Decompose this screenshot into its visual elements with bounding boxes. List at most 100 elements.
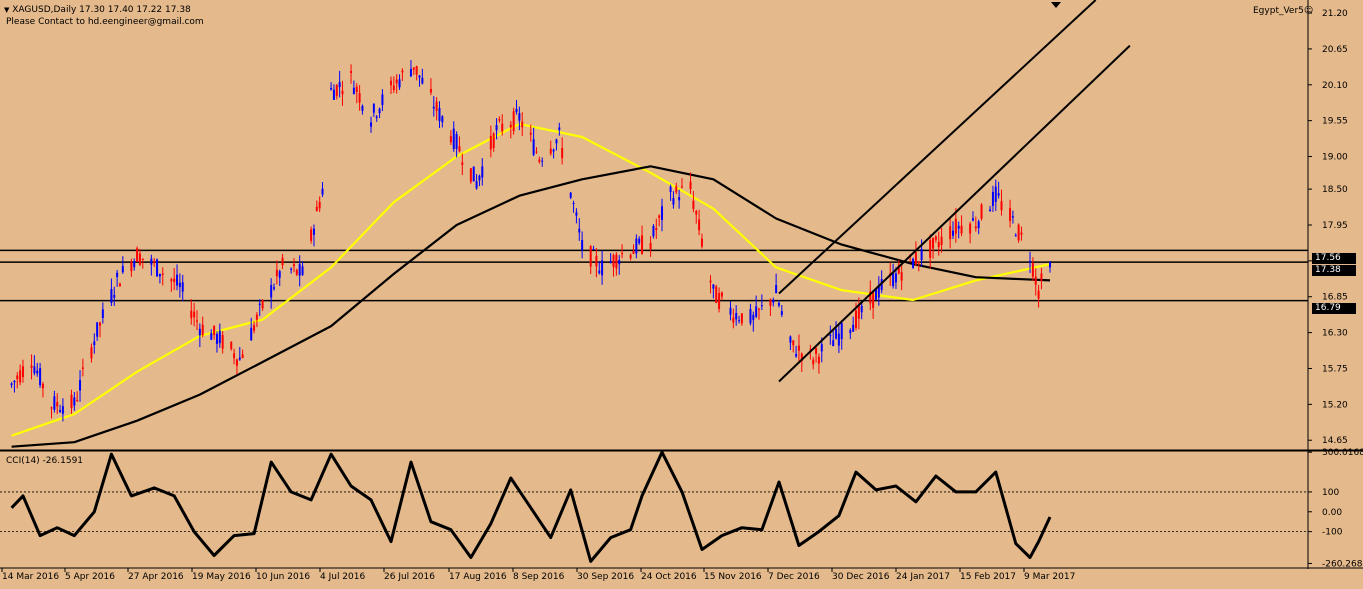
candle-body-187 [755,306,758,317]
candle-body-34 [141,258,144,260]
candle-body-178 [718,292,721,309]
collapse-arrow-icon[interactable]: ▼ [4,6,10,14]
candle-body-117 [475,181,478,189]
candle-body-135 [549,148,552,154]
candle-body-248 [997,193,1000,196]
candle-body-167 [675,186,678,193]
time-tick-label-13: 30 Dec 2016 [832,572,890,582]
candle-body-74 [301,266,304,275]
candle-body-31 [133,261,136,268]
candle-body-138 [558,127,561,130]
candle-body-185 [749,309,752,324]
time-tick-label-6: 26 Jul 2016 [384,572,435,582]
time-tick-label-14: 24 Jan 2017 [896,572,950,582]
cci-tick-label-1: 100 [1322,488,1339,498]
candle-body-91 [372,104,375,113]
candle-body-242 [974,226,977,229]
candle-body-32 [136,248,139,262]
candle-body-92 [375,116,378,118]
candle-body-41 [173,278,176,283]
symbol-header: ▼ XAGUSD,Daily 17.30 17.40 17.22 17.38 [4,5,191,16]
candle-body-232 [934,236,937,240]
candle-body-228 [917,261,920,264]
candle-body-164 [661,206,664,220]
candle-body-260 [1049,262,1051,268]
candle-body-254 [1020,232,1023,235]
candle-body-194 [780,311,783,315]
candle-body-116 [472,166,475,182]
candle-body-129 [521,121,524,128]
candle-body-126 [512,111,515,132]
candle-body-94 [381,94,384,106]
price-tick-label-11: 15.20 [1322,400,1348,410]
time-tick-label-0: 14 Mar 2016 [2,572,59,582]
candle-body-146 [592,248,595,250]
candle-body-176 [712,284,715,289]
candle-body-215 [869,291,872,304]
candle-body-201 [812,359,815,365]
candle-body-11 [53,396,56,410]
indicator-name-text: Egypt_Ver5 [1253,6,1304,16]
candle-body-101 [412,67,415,70]
cci-tick-label-2: 0.00 [1322,508,1342,518]
candle-body-162 [655,228,658,231]
candle-body-44 [181,282,184,292]
candle-body-83 [338,82,341,88]
candle-body-247 [994,186,997,202]
candle-body-105 [429,89,432,93]
candle-body-33 [138,253,141,265]
candle-body-95 [389,80,392,86]
candle-body-90 [370,122,373,127]
candle-body-217 [874,289,877,300]
candle-body-55 [230,342,233,349]
candle-body-202 [815,348,818,354]
candle-body-93 [378,108,381,114]
candle-body-192 [775,285,778,294]
candle-body-18 [79,380,82,391]
price-tick-label-12: 14.65 [1322,436,1348,446]
candle-body-114 [461,162,464,165]
candle-body-20 [90,347,93,359]
level-label-1738: 17.38 [1312,265,1356,276]
candle-body-36 [153,261,156,263]
price-tick-label-5: 18.50 [1322,185,1348,195]
candle-body-134 [541,160,544,162]
candle-body-72 [295,269,298,275]
candle-body-223 [897,264,900,274]
candle-body-17 [76,399,79,401]
candle-body-177 [715,286,718,303]
candle-body-78 [318,202,321,209]
time-axis: 14 Mar 2016 5 Apr 2016 27 Apr 2016 19 May 2… [1,568,1075,582]
candle-body-38 [158,273,161,277]
candle-body-3 [19,370,22,383]
candle-body-122 [495,125,498,131]
smiley-icon: ☺ [1303,6,1314,16]
candle-body-255 [1029,261,1032,263]
level-label-1756: 17.56 [1312,253,1356,264]
candle-body-35 [150,258,153,265]
scroll-marker-icon[interactable] [1051,2,1061,8]
candle-body-67 [275,269,278,277]
candle-body-205 [829,334,832,336]
candle-body-156 [632,251,635,254]
price-tick-label-0: 21.20 [1322,9,1348,19]
candle-body-239 [960,225,963,234]
candle-body-47 [195,320,198,322]
candle-body-89 [361,105,364,111]
candle-body-198 [797,345,800,351]
candle-body-63 [258,303,261,305]
candle-body-128 [518,113,521,121]
candle-body-104 [421,77,424,84]
candle-body-155 [629,254,632,259]
candle-body-152 [615,254,618,269]
candle-body-148 [598,270,601,274]
candle-body-107 [435,101,438,112]
candle-body-131 [532,139,535,155]
candle-body-234 [940,236,943,245]
candle-body-40 [170,279,173,282]
candle-body-238 [957,225,960,229]
candle-body-175 [709,280,712,283]
channel-lines [778,0,1131,383]
candle-body-161 [652,226,655,237]
contact-text: Please Contact to hd.eengineer@gmail.com [6,17,204,27]
